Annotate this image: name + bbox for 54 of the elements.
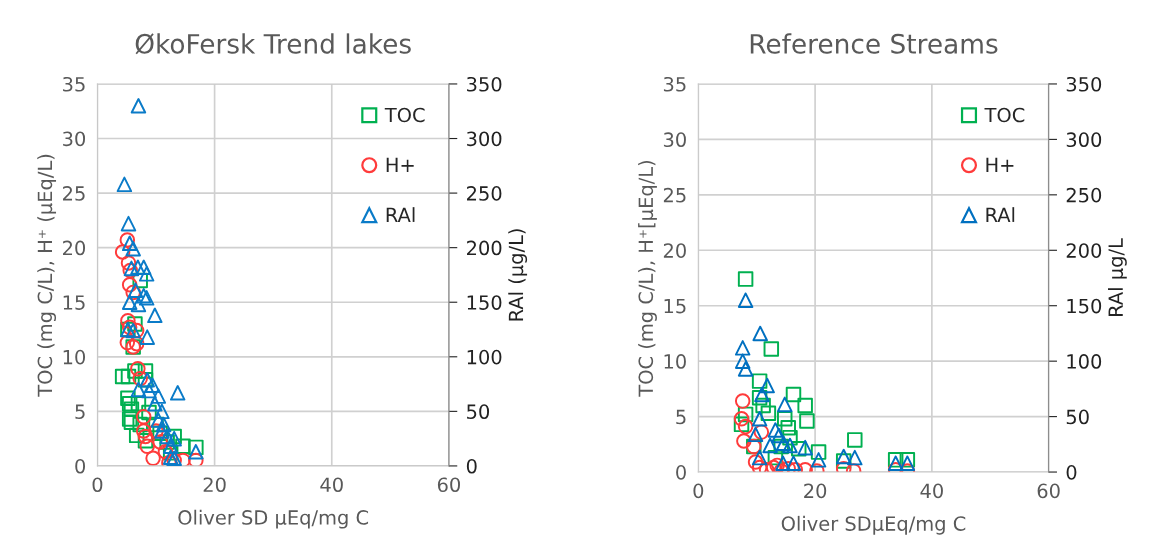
y-tick-label: 30 (663, 132, 686, 148)
x-tick-label: 20 (203, 477, 226, 493)
legend-label: RAl (986, 207, 1015, 222)
x-tick-label: 40 (320, 477, 343, 493)
y2-tick-label: 350 (1066, 76, 1102, 92)
y2-tick-label: 250 (467, 186, 502, 201)
y-tick-label: 5 (676, 409, 686, 425)
y2-tick-label: 200 (1066, 243, 1102, 258)
x-tick-label: 0 (92, 477, 103, 493)
legend-label: TOC (384, 107, 425, 123)
y-tick-label: 0 (75, 458, 86, 474)
x-axis-title: Oliver SDµEq/mg C (781, 515, 966, 535)
y-tick-label: 0 (676, 465, 686, 480)
y-tick-label: 15 (63, 295, 85, 310)
y-axis-title: TOC (mg C/L), H⁺[µEq/L) (638, 161, 657, 397)
legend-label: H+ (386, 157, 414, 172)
y2-tick-label: 100 (1067, 354, 1102, 369)
y-tick-label: 35 (63, 76, 85, 92)
y-tick-label: 20 (663, 243, 686, 258)
x-axis-title: Oliver SD µEq/mg C (178, 509, 369, 529)
y2-tick-label: 300 (467, 131, 502, 147)
y-tick-label: 5 (75, 404, 85, 420)
y2-tick-label: 50 (467, 404, 490, 420)
y2-axis-title: RAl µg/L (1107, 238, 1127, 316)
x-tick-label: 40 (920, 483, 943, 499)
y2-tick-label: 200 (467, 240, 502, 256)
y-tick-label: 25 (63, 186, 85, 201)
y-tick-label: 35 (663, 76, 686, 92)
y2-axis-title: RAl (µg/L) (508, 229, 528, 321)
legend-label: H+ (986, 157, 1014, 172)
chart-title: Reference Streams (750, 33, 998, 54)
chart-title: ØkoFersk Trend lakes (135, 33, 411, 55)
y-tick-label: 15 (664, 298, 686, 314)
y-tick-label: 25 (663, 187, 686, 203)
x-tick-label: 60 (1037, 483, 1060, 499)
y2-tick-label: 250 (1066, 187, 1102, 203)
legend-label: RAl (386, 207, 415, 222)
legend-label: TOC (984, 107, 1025, 123)
y2-tick-label: 50 (1066, 409, 1089, 425)
x-tick-label: 60 (437, 477, 460, 493)
y2-tick-label: 0 (1066, 465, 1077, 480)
y-tick-label: 10 (63, 349, 86, 365)
x-tick-label: 0 (693, 483, 704, 499)
y2-tick-label: 0 (466, 458, 477, 474)
y-tick-label: 30 (63, 131, 86, 147)
y2-tick-label: 150 (467, 295, 502, 310)
y2-tick-label: 100 (467, 349, 502, 365)
y-tick-label: 10 (664, 354, 686, 369)
y-axis-title: TOC (mg C/L), H⁺ (µEq/L) (37, 154, 57, 397)
y2-tick-label: 350 (467, 76, 502, 92)
y2-tick-label: 150 (1067, 298, 1102, 314)
x-tick-label: 20 (804, 483, 827, 499)
y2-tick-label: 300 (1066, 132, 1102, 148)
y-tick-label: 20 (63, 240, 86, 256)
